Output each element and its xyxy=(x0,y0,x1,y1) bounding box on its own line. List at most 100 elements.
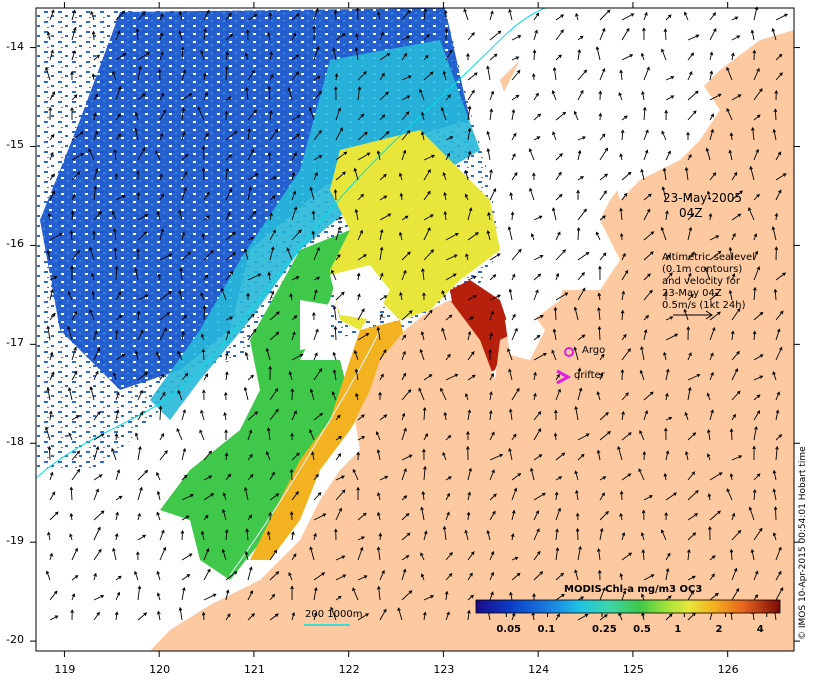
velocity-arrow xyxy=(687,513,699,521)
velocity-arrow xyxy=(137,147,146,161)
velocity-arrow xyxy=(643,495,653,501)
velocity-arrow xyxy=(551,349,557,361)
velocity-arrow xyxy=(399,192,404,201)
velocity-arrow xyxy=(511,94,520,101)
velocity-arrow xyxy=(687,34,700,41)
velocity-arrow xyxy=(599,67,606,81)
velocity-arrow xyxy=(67,387,73,401)
velocity-arrow xyxy=(595,46,601,61)
velocity-arrow xyxy=(445,49,453,61)
velocity-arrow xyxy=(729,548,734,561)
velocity-arrow xyxy=(71,415,80,421)
velocity-arrow xyxy=(530,233,535,241)
velocity-arrow xyxy=(137,294,149,301)
velocity-arrow xyxy=(621,333,627,341)
velocity-arrow xyxy=(45,570,51,581)
velocity-arrow xyxy=(423,465,427,481)
velocity-arrow xyxy=(509,191,513,201)
velocity-arrow xyxy=(246,292,250,300)
velocity-arrow xyxy=(357,254,367,261)
velocity-arrow xyxy=(155,351,161,361)
velocity-arrow xyxy=(553,306,558,321)
velocity-arrow xyxy=(333,9,338,21)
velocity-arrow xyxy=(467,72,478,81)
velocity-arrow xyxy=(224,65,229,81)
velocity-arrow xyxy=(291,172,296,181)
velocity-arrow xyxy=(445,232,459,241)
velocity-arrow xyxy=(445,492,450,501)
velocity-arrow xyxy=(486,65,491,81)
velocity-arrow xyxy=(489,108,494,121)
velocity-arrow xyxy=(774,89,779,101)
velocity-arrow xyxy=(577,334,586,341)
velocity-arrow xyxy=(771,226,777,241)
velocity-arrow xyxy=(488,348,492,361)
velocity-scale-arrow xyxy=(673,310,713,320)
velocity-arrow xyxy=(486,529,491,541)
velocity-arrow xyxy=(420,111,425,121)
velocity-arrow xyxy=(753,286,757,301)
velocity-arrow xyxy=(489,571,494,581)
colorbar-tick-label: 2 xyxy=(715,624,723,635)
velocity-arrow xyxy=(443,210,448,221)
velocity-arrow xyxy=(93,330,98,341)
velocity-arrow xyxy=(621,115,628,121)
velocity-arrow xyxy=(335,475,345,481)
velocity-arrow xyxy=(552,328,557,341)
velocity-arrow xyxy=(181,553,193,561)
velocity-arrow xyxy=(177,389,183,401)
credit-text: © IMOS 10-Apr-2015 00:54:01 Hobart time xyxy=(798,446,808,640)
velocity-arrow xyxy=(511,132,517,141)
velocity-arrow xyxy=(487,211,491,221)
colorbar-title: MODIS Chl-a mg/m3 OC3 xyxy=(564,584,703,595)
velocity-arrow xyxy=(379,31,384,41)
velocity-arrow xyxy=(181,474,188,481)
velocity-arrow xyxy=(489,510,496,521)
velocity-arrow xyxy=(665,567,670,581)
velocity-arrow xyxy=(750,126,755,141)
velocity-arrow xyxy=(269,176,277,181)
velocity-arrow xyxy=(664,109,668,121)
y-tick-label: -17 xyxy=(6,336,24,350)
velocity-arrow xyxy=(93,594,105,601)
velocity-arrow xyxy=(49,351,54,361)
velocity-arrow xyxy=(335,489,346,501)
velocity-arrow xyxy=(665,492,677,501)
velocity-arrow xyxy=(71,450,81,461)
velocity-arrow xyxy=(267,31,271,41)
velocity-arrow xyxy=(199,429,205,441)
drifter-legend-label: drifter xyxy=(574,370,605,381)
velocity-arrow xyxy=(313,90,323,101)
velocity-arrow xyxy=(70,71,74,81)
velocity-arrow xyxy=(115,511,119,521)
velocity-arrow xyxy=(467,594,474,601)
velocity-arrow xyxy=(687,110,697,121)
annotation-line: 23-May 04Z xyxy=(662,288,722,299)
velocity-arrow xyxy=(157,273,162,281)
velocity-arrow xyxy=(49,552,54,561)
velocity-arrow xyxy=(134,267,139,281)
velocity-arrow xyxy=(71,249,80,261)
velocity-arrow xyxy=(156,511,161,521)
velocity-arrow xyxy=(401,215,409,221)
velocity-arrow xyxy=(49,91,56,101)
velocity-arrow xyxy=(555,388,561,401)
velocity-arrow xyxy=(401,372,407,381)
velocity-arrow xyxy=(774,246,779,261)
colorbar-tick-label: 1 xyxy=(674,624,682,635)
velocity-arrow xyxy=(423,611,427,621)
velocity-arrow xyxy=(621,27,630,41)
velocity-arrow xyxy=(687,590,694,601)
velocity-arrow xyxy=(511,327,518,341)
velocity-arrow xyxy=(69,512,74,521)
colorbar-tick-label: 0.25 xyxy=(591,624,617,635)
velocity-arrow xyxy=(467,409,472,421)
velocity-arrow xyxy=(753,394,761,401)
velocity-arrow xyxy=(265,451,271,461)
velocity-arrow xyxy=(423,54,429,61)
velocity-arrow xyxy=(643,273,651,281)
velocity-arrow xyxy=(555,593,565,601)
velocity-arrow xyxy=(641,549,646,561)
velocity-arrow xyxy=(269,471,275,481)
velocity-arrow xyxy=(552,66,557,81)
